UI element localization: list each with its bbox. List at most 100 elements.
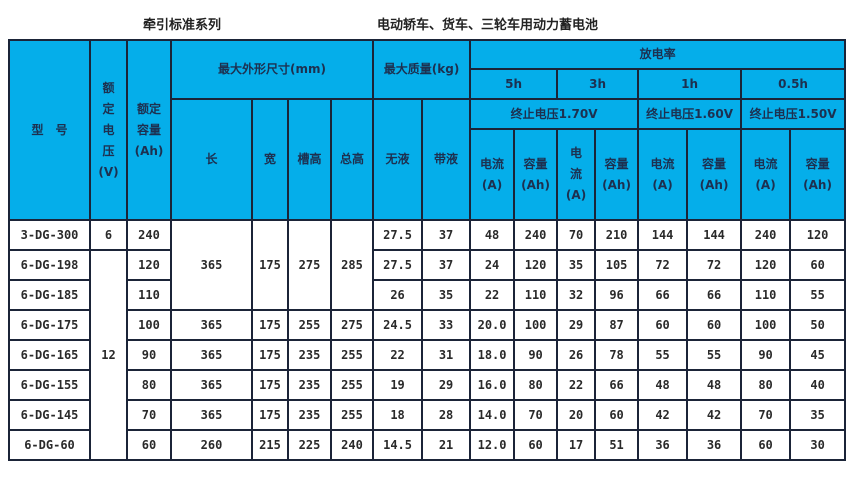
- header-cutoff-1.60: 终止电压1.60V: [637, 98, 743, 130]
- total-height-cell: 240: [329, 429, 375, 461]
- header-capacity: 额定 容量 (Ah): [126, 39, 172, 221]
- header-model: 型 号: [8, 39, 91, 221]
- header-mass: 最大质量(kg): [372, 39, 472, 100]
- header-rate-0.5h: 0.5h: [740, 68, 847, 100]
- header-slot-height: 槽高: [287, 98, 332, 221]
- width-cell: 175: [251, 399, 289, 431]
- current-5h-cell: 22: [469, 279, 516, 311]
- table-row: 6-DG-155 80 365 175 235 255 19 29 16.0 80 22 66 48 48…: [8, 369, 847, 401]
- header-current-0.5h: 电流 (A): [740, 128, 792, 221]
- width-cell: 175: [251, 219, 289, 311]
- model-cell: 6-DG-185: [8, 279, 91, 311]
- header-capacity-0.5h: 容量 (Ah): [789, 128, 847, 221]
- header-length: 长: [170, 98, 253, 221]
- total-height-cell: 285: [329, 219, 375, 311]
- current-1h-cell: 66: [637, 279, 689, 311]
- capacity-0.5h-cell: 45: [789, 339, 847, 371]
- table-row: 6-DG-175 100 365 175 255 275 24.5 33 20.0 100 29 87…: [8, 309, 847, 341]
- current-3h-cell: 26: [556, 339, 597, 371]
- capacity-0.5h-cell: 35: [789, 399, 847, 431]
- capacity-5h-cell: 90: [513, 339, 559, 371]
- header-voltage: 额 定 电 压 (V): [89, 39, 128, 221]
- header-discharge-rate: 放电率: [469, 39, 847, 70]
- total-height-cell: 255: [329, 339, 375, 371]
- table-row: 6-DG-185 110 26 35 22 110 32 96 66 66 110 55: [8, 279, 847, 311]
- wet-mass-cell: 21: [421, 429, 472, 461]
- current-3h-cell: 32: [556, 279, 597, 311]
- header-rate-1h: 1h: [637, 68, 743, 100]
- capacity-cell: 90: [126, 339, 172, 371]
- table-body: 3-DG-300 6 240 365 175 275 285 27.5 37 48 240 70 210…: [8, 219, 847, 461]
- current-0.5h-cell: 90: [740, 339, 792, 371]
- capacity-0.5h-cell: 120: [789, 219, 847, 251]
- current-3h-cell: 17: [556, 429, 597, 461]
- dry-mass-cell: 27.5: [372, 249, 424, 281]
- model-cell: 6-DG-145: [8, 399, 91, 431]
- current-1h-cell: 36: [637, 429, 689, 461]
- header-rate-3h: 3h: [556, 68, 640, 100]
- model-cell: 6-DG-198: [8, 249, 91, 281]
- current-5h-cell: 16.0: [469, 369, 516, 401]
- voltage-cell: 6: [89, 219, 128, 251]
- capacity-3h-cell: 87: [594, 309, 640, 341]
- header-current-5h: 电流 (A): [469, 128, 516, 221]
- header-wet: 带液: [421, 98, 472, 221]
- current-0.5h-cell: 120: [740, 249, 792, 281]
- width-cell: 175: [251, 309, 289, 341]
- current-5h-cell: 24: [469, 249, 516, 281]
- total-height-cell: 255: [329, 369, 375, 401]
- table-row: 6-DG-198 12 120 27.5 37 24 120 35 105 72 72 120 60: [8, 249, 847, 461]
- current-1h-cell: 42: [637, 399, 689, 431]
- slot-height-cell: 235: [287, 369, 332, 401]
- dry-mass-cell: 19: [372, 369, 424, 401]
- capacity-1h-cell: 66: [686, 279, 743, 311]
- slot-height-cell: 275: [287, 219, 332, 311]
- capacity-cell: 70: [126, 399, 172, 431]
- capacity-cell: 110: [126, 279, 172, 311]
- current-1h-cell: 55: [637, 339, 689, 371]
- slot-height-cell: 235: [287, 339, 332, 371]
- capacity-1h-cell: 60: [686, 309, 743, 341]
- current-1h-cell: 72: [637, 249, 689, 281]
- header-cutoff-1.50: 终止电压1.50V: [740, 98, 847, 130]
- length-cell: 260: [170, 429, 253, 461]
- current-5h-cell: 14.0: [469, 399, 516, 431]
- capacity-1h-cell: 72: [686, 249, 743, 281]
- current-1h-cell: 144: [637, 219, 689, 251]
- voltage-cell: 12: [89, 249, 128, 461]
- dry-mass-cell: 26: [372, 279, 424, 311]
- header-dimensions: 最大外形尺寸(mm): [169, 39, 375, 100]
- model-cell: 6-DG-165: [8, 339, 91, 371]
- capacity-5h-cell: 70: [513, 399, 559, 431]
- capacity-0.5h-cell: 30: [789, 429, 847, 461]
- header-capacity-3h: 容量 (Ah): [594, 128, 640, 221]
- wet-mass-cell: 28: [421, 399, 472, 431]
- capacity-cell: 240: [126, 219, 172, 251]
- capacity-0.5h-cell: 40: [789, 369, 847, 401]
- dry-mass-cell: 27.5: [372, 219, 424, 251]
- slot-height-cell: 255: [287, 309, 332, 341]
- header-capacity-5h: 容量 (Ah): [513, 128, 559, 221]
- wet-mass-cell: 37: [421, 249, 472, 281]
- capacity-0.5h-cell: 50: [789, 309, 847, 341]
- capacity-1h-cell: 55: [686, 339, 743, 371]
- capacity-5h-cell: 120: [513, 249, 559, 281]
- width-cell: 175: [251, 369, 289, 401]
- table-row: 3-DG-300 6 240 365 175 275 285 27.5 37 48 240 70 210…: [8, 219, 847, 311]
- capacity-3h-cell: 66: [594, 369, 640, 401]
- model-cell: 6-DG-155: [8, 369, 91, 401]
- length-cell: 365: [170, 219, 253, 311]
- wet-mass-cell: 37: [421, 219, 472, 251]
- capacity-3h-cell: 51: [594, 429, 640, 461]
- header-dry: 无液: [372, 98, 424, 221]
- header-rate-5h: 5h: [469, 68, 559, 100]
- dry-mass-cell: 18: [372, 399, 424, 431]
- wet-mass-cell: 31: [421, 339, 472, 371]
- current-0.5h-cell: 60: [740, 429, 792, 461]
- current-0.5h-cell: 80: [740, 369, 792, 401]
- dry-mass-cell: 24.5: [372, 309, 424, 341]
- capacity-cell: 120: [126, 249, 172, 281]
- current-5h-cell: 20.0: [469, 309, 516, 341]
- capacity-5h-cell: 60: [513, 429, 559, 461]
- current-0.5h-cell: 70: [740, 399, 792, 431]
